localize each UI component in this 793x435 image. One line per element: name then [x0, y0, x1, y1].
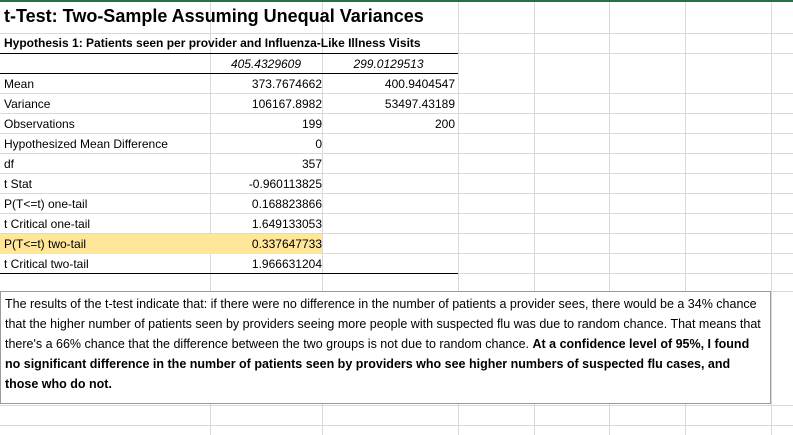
row-label[interactable]: P(T<=t) one-tail — [4, 197, 88, 211]
table-row: P(T<=t) one-tail 0.168823866 — [0, 194, 458, 214]
row-label[interactable]: Observations — [4, 117, 75, 131]
table-header-row: 405.4329609 299.0129513 — [0, 54, 458, 74]
row-label[interactable]: t Critical two-tail — [4, 257, 89, 271]
table-row: Hypothesized Mean Difference 0 — [0, 134, 458, 154]
value-cell-1[interactable]: 1.966631204 — [251, 257, 322, 271]
value-cell-1[interactable]: 0.168823866 — [251, 197, 322, 211]
value-cell-1[interactable]: -0.960113825 — [248, 177, 322, 191]
table-header-rule — [0, 73, 458, 74]
table-row: t Critical two-tail 1.966631204 — [0, 254, 458, 274]
value-cell-1[interactable]: 0.337647733 — [251, 237, 322, 251]
value-cell-2[interactable]: 53497.43189 — [384, 97, 455, 111]
conclusion-bold-text: At a confidence level of 95%, I found no… — [5, 337, 750, 391]
row-label[interactable]: P(T<=t) two-tail — [4, 237, 87, 251]
table-row: Variance 106167.8982 53497.43189 — [0, 94, 458, 114]
value-cell-1[interactable]: 1.649133053 — [251, 217, 322, 231]
conclusion-text: The results of the t-test indicate that:… — [5, 297, 761, 351]
row-label[interactable]: Variance — [4, 97, 51, 111]
row-label[interactable]: df — [4, 157, 15, 171]
row-label[interactable]: t Critical one-tail — [4, 217, 91, 231]
value-cell-1[interactable]: 373.7674662 — [251, 77, 322, 91]
table-row: df 357 — [0, 154, 458, 174]
hypothesis-subtitle: Hypothesis 1: Patients seen per provider… — [4, 36, 421, 50]
row-label[interactable]: Mean — [4, 77, 35, 91]
table-bottom-rule — [0, 273, 458, 274]
column-header-1[interactable]: 405.4329609 — [230, 57, 302, 71]
value-cell-1[interactable]: 357 — [301, 157, 322, 171]
value-cell-1[interactable]: 0 — [315, 137, 322, 151]
row-label[interactable]: t Stat — [4, 177, 33, 191]
value-cell-1[interactable]: 106167.8982 — [251, 97, 322, 111]
value-cell-2[interactable]: 200 — [434, 117, 455, 131]
row-label[interactable]: Hypothesized Mean Difference — [4, 137, 168, 151]
value-cell-1[interactable]: 199 — [301, 117, 322, 131]
value-cell-2[interactable]: 400.9404547 — [384, 77, 455, 91]
conclusion-text-box[interactable]: The results of the t-test indicate that:… — [0, 291, 771, 404]
table-row: Observations 199 200 — [0, 114, 458, 134]
table-row: t Critical one-tail 1.649133053 — [0, 214, 458, 234]
table-row: P(T<=t) two-tail 0.337647733 — [0, 234, 458, 254]
column-header-2[interactable]: 299.0129513 — [353, 57, 424, 71]
report-title: t-Test: Two-Sample Assuming Unequal Vari… — [4, 6, 424, 26]
table-top-rule — [0, 53, 458, 54]
table-row: t Stat -0.960113825 — [0, 174, 458, 194]
highlight-cell — [210, 234, 322, 254]
highlight-cell — [0, 234, 210, 254]
table-row: Mean 373.7674662 400.9404547 — [0, 74, 458, 94]
